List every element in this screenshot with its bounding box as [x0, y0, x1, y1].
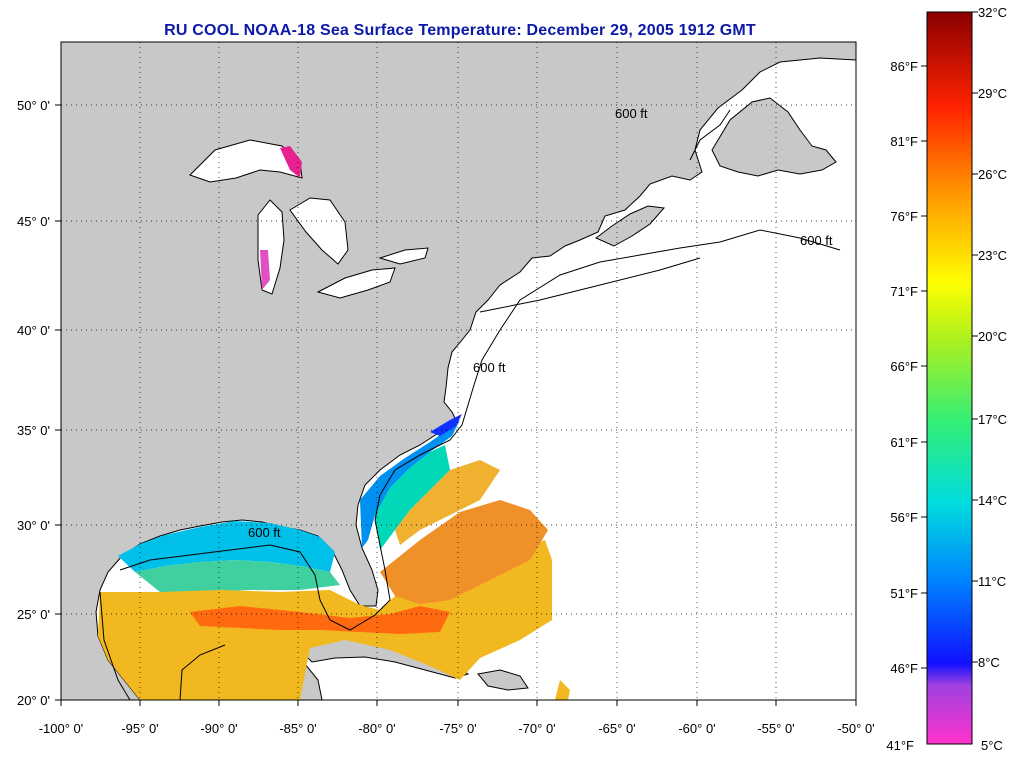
colorbar-c-label: 8°C	[978, 655, 1000, 670]
colorbar-f-label: 76°F	[890, 209, 918, 224]
colorbar-c-label: 17°C	[978, 412, 1007, 427]
lon-label: -100° 0'	[39, 721, 84, 736]
colorbar-f-label: 71°F	[890, 284, 918, 299]
lat-labels: 20° 0' 25° 0' 30° 0' 35° 0' 40° 0' 45° 0…	[17, 98, 50, 708]
sst-data	[98, 146, 570, 700]
lat-label: 35° 0'	[17, 423, 50, 438]
colorbar-c-label: 26°C	[978, 167, 1007, 182]
colorbar-c-label: 20°C	[978, 329, 1007, 344]
celsius-labels: 32°C 29°C 26°C 23°C 20°C 17°C 14°C 11°C …	[978, 5, 1007, 753]
lat-label: 50° 0'	[17, 98, 50, 113]
fahrenheit-labels: 86°F 81°F 76°F 71°F 66°F 61°F 56°F 51°F …	[886, 59, 918, 753]
lat-label: 40° 0'	[17, 323, 50, 338]
contour-labels: 600 ft 600 ft 600 ft 600 ft	[248, 106, 833, 540]
nova-scotia-land	[595, 205, 665, 247]
lat-label: 45° 0'	[17, 214, 50, 229]
colorbar-c-label: 14°C	[978, 493, 1007, 508]
lon-label: -50° 0'	[837, 721, 874, 736]
contour-label-gulf: 600 ft	[248, 525, 281, 540]
colorbar-f-label: 51°F	[890, 586, 918, 601]
lon-label: -55° 0'	[757, 721, 794, 736]
contour-label-east: 600 ft	[800, 233, 833, 248]
lon-label: -70° 0'	[518, 721, 555, 736]
colorbar-f-label: 46°F	[890, 661, 918, 676]
lon-label: -85° 0'	[279, 721, 316, 736]
colorbar-f-label: 61°F	[890, 435, 918, 450]
hispaniola-land	[477, 669, 529, 691]
lon-labels: -100° 0' -95° 0' -90° 0' -85° 0' -80° 0'…	[39, 721, 875, 736]
colorbar-c-label: 23°C	[978, 248, 1007, 263]
colorbar-f-label: 56°F	[890, 510, 918, 525]
lat-label: 25° 0'	[17, 607, 50, 622]
contour-label-north: 600 ft	[615, 106, 648, 121]
map-title: RU COOL NOAA-18 Sea Surface Temperature:…	[164, 22, 756, 39]
colorbar-f-label: 86°F	[890, 59, 918, 74]
newfoundland-land	[711, 97, 837, 177]
colorbar-f-label: 66°F	[890, 359, 918, 374]
colorbar-c-label: 29°C	[978, 86, 1007, 101]
colorbar-ticks	[921, 11, 978, 669]
lon-label: -80° 0'	[358, 721, 395, 736]
lat-label: 20° 0'	[17, 693, 50, 708]
lon-label: -60° 0'	[678, 721, 715, 736]
colorbar-f-label: 81°F	[890, 134, 918, 149]
colorbar-f-label: 41°F	[886, 738, 914, 753]
colorbar-c-label: 11°C	[978, 574, 1006, 589]
lon-label: -65° 0'	[598, 721, 635, 736]
lon-label: -95° 0'	[121, 721, 158, 736]
colorbar	[926, 11, 973, 745]
contour-label-atlantic: 600 ft	[473, 360, 506, 375]
lon-label: -75° 0'	[439, 721, 476, 736]
colorbar-c-label: 5°C	[981, 738, 1003, 753]
lon-label: -90° 0'	[200, 721, 237, 736]
lat-label: 30° 0'	[17, 518, 50, 533]
colorbar-c-label: 32°C	[978, 5, 1007, 20]
axis-ticks	[55, 104, 857, 706]
depth-contour	[99, 109, 841, 700]
